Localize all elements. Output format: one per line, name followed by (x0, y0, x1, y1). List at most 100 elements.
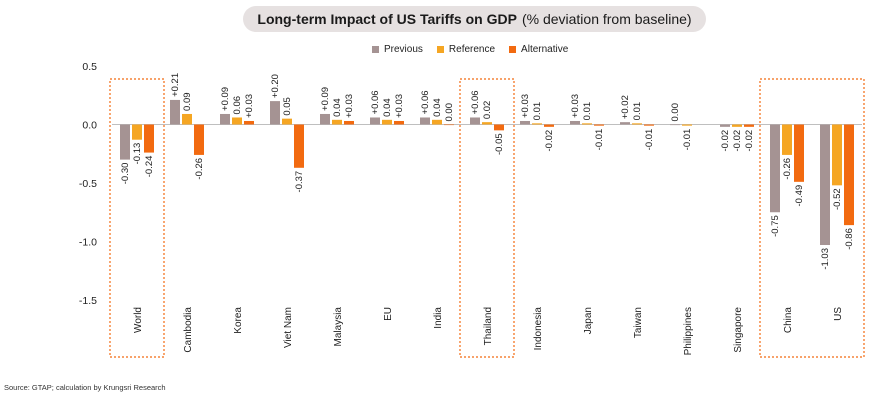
bar-alternative (644, 124, 654, 126)
category-label: Japan (583, 307, 594, 334)
highlight-box-thailand (459, 78, 515, 358)
data-label-alternative: -0.24 (144, 156, 155, 178)
data-label-previous: -1.03 (820, 248, 831, 270)
chart-title: Long-term Impact of US Tariffs on GDP (%… (243, 6, 706, 32)
category-label: Taiwan (633, 307, 644, 338)
data-label-reference: 0.04 (382, 98, 393, 117)
data-label-previous: +0.03 (570, 94, 581, 118)
data-label-alternative: -0.01 (644, 129, 655, 151)
category-label: Philippines (683, 307, 694, 355)
category-label: Indonesia (533, 307, 544, 351)
data-label-previous: -0.02 (720, 130, 731, 152)
bar-alternative (194, 124, 204, 155)
bar-reference (482, 122, 492, 125)
bar-reference (132, 124, 142, 140)
chart-title-sub: (% deviation from baseline) (521, 11, 692, 27)
data-label-previous: -0.75 (770, 215, 781, 237)
data-label-previous: +0.09 (320, 87, 331, 111)
y-tick-label: -0.5 (79, 178, 97, 190)
highlight-box-world (109, 78, 165, 358)
data-label-alternative: -0.26 (194, 158, 205, 180)
bar-reference (432, 119, 442, 125)
legend: Previous Reference Alternative (372, 44, 568, 55)
chart-title-main: Long-term Impact of US Tariffs on GDP (257, 11, 517, 27)
legend-swatch-previous (372, 46, 379, 53)
bar-alternative (544, 124, 554, 127)
data-label-previous: +0.06 (370, 90, 381, 114)
bar-previous (220, 113, 230, 125)
data-label-reference: -0.52 (832, 188, 843, 210)
bar-alternative (144, 124, 154, 153)
bar-previous (520, 120, 530, 125)
data-label-alternative: +0.03 (244, 94, 255, 118)
category-label: Cambodia (183, 307, 194, 353)
bar-previous (320, 113, 330, 125)
y-tick-label: 0.0 (82, 120, 97, 132)
data-label-reference: 0.01 (632, 102, 643, 121)
bar-reference (732, 124, 742, 127)
data-label-reference: 0.05 (282, 97, 293, 116)
bar-reference (182, 113, 192, 125)
bar-reference (832, 124, 842, 186)
bar-previous (620, 122, 630, 125)
legend-item-alternative: Alternative (509, 44, 568, 55)
bar-previous (170, 99, 180, 125)
bar-alternative (844, 124, 854, 226)
bar-alternative (394, 120, 404, 125)
legend-swatch-alternative (509, 46, 517, 53)
data-label-previous: +0.21 (170, 73, 181, 97)
category-label: World (133, 307, 144, 333)
bar-reference (782, 124, 792, 155)
category-label: Malaysia (333, 307, 344, 347)
bar-alternative (244, 120, 254, 125)
data-label-previous: +0.09 (220, 87, 231, 111)
y-tick-label: -1.5 (79, 295, 97, 307)
legend-swatch-reference (436, 46, 444, 53)
category-label: Korea (233, 307, 244, 334)
data-label-previous: 0.00 (670, 103, 681, 122)
bar-reference (532, 123, 542, 125)
bar-previous (120, 124, 130, 160)
bar-alternative (444, 124, 454, 126)
data-label-alternative: 0.00 (444, 103, 455, 122)
data-label-reference: 0.04 (432, 98, 443, 117)
y-tick-label: 0.5 (82, 61, 97, 73)
data-label-alternative: -0.49 (794, 185, 805, 207)
data-label-alternative: -0.86 (844, 228, 855, 250)
category-label: Singapore (733, 307, 744, 353)
y-tick-label: -1.0 (79, 237, 97, 249)
data-label-previous: -0.30 (120, 163, 131, 185)
category-label: China (783, 307, 794, 334)
category-label: Thailand (483, 307, 494, 345)
data-label-reference: 0.09 (182, 92, 193, 111)
highlight-box-china (759, 78, 865, 358)
data-label-previous: +0.03 (520, 94, 531, 118)
data-label-reference: -0.13 (132, 143, 143, 165)
bar-previous (770, 124, 780, 213)
data-label-alternative: +0.03 (394, 94, 405, 118)
bar-alternative (594, 124, 604, 126)
legend-item-reference: Reference (436, 44, 495, 55)
legend-label-alternative: Alternative (521, 44, 569, 55)
category-label: EU (383, 307, 394, 321)
data-label-alternative: -0.02 (744, 130, 755, 152)
source-note: Source: GTAP; calculation by Krungsri Re… (4, 383, 166, 392)
data-label-previous: +0.02 (620, 95, 631, 119)
bar-reference (632, 123, 642, 125)
bar-reference (382, 119, 392, 125)
data-label-previous: +0.06 (420, 90, 431, 114)
bar-alternative (294, 124, 304, 168)
bar-alternative (494, 124, 504, 131)
bar-previous (370, 117, 380, 125)
legend-item-previous: Previous (372, 44, 423, 55)
bar-previous (720, 124, 730, 127)
bar-previous (820, 124, 830, 246)
bar-previous (270, 101, 280, 125)
bar-alternative (794, 124, 804, 182)
bar-reference (682, 124, 692, 126)
category-label: India (433, 307, 444, 329)
data-label-reference: 0.02 (482, 101, 493, 120)
data-label-reference: 0.04 (332, 98, 343, 117)
bar-alternative (744, 124, 754, 127)
legend-label-previous: Previous (384, 44, 423, 55)
